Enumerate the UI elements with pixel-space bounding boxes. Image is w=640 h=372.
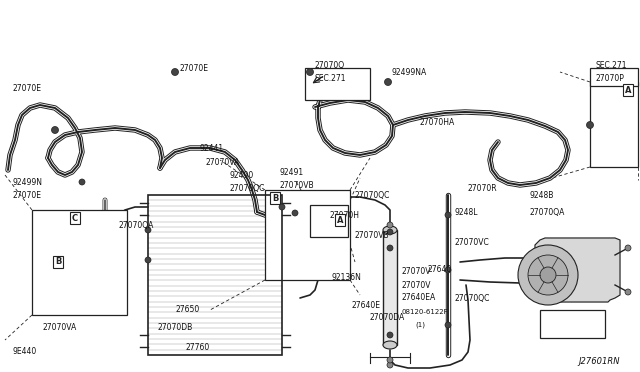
Text: 27070H: 27070H — [330, 211, 360, 219]
Text: 27640: 27640 — [428, 266, 452, 275]
Circle shape — [445, 212, 451, 218]
Circle shape — [625, 245, 631, 251]
Text: 27070VA: 27070VA — [205, 157, 240, 167]
Circle shape — [145, 227, 151, 233]
Circle shape — [387, 229, 393, 235]
Polygon shape — [530, 238, 620, 302]
Circle shape — [528, 255, 568, 295]
Text: 92499N: 92499N — [12, 177, 42, 186]
Circle shape — [51, 126, 58, 134]
Circle shape — [387, 222, 393, 228]
Circle shape — [586, 122, 593, 128]
Text: 92499NA: 92499NA — [392, 67, 428, 77]
Circle shape — [307, 68, 314, 76]
Text: 27070V: 27070V — [402, 267, 431, 276]
Text: 92490: 92490 — [230, 170, 254, 180]
Text: B: B — [55, 257, 61, 266]
Circle shape — [540, 267, 556, 283]
Bar — [383, 230, 397, 345]
Text: C: C — [72, 214, 78, 222]
Ellipse shape — [383, 226, 397, 234]
Text: 27070QC: 27070QC — [455, 294, 490, 302]
Text: 27070VB: 27070VB — [355, 231, 390, 240]
Text: 27070V: 27070V — [402, 280, 431, 289]
Text: 92136N: 92136N — [332, 273, 362, 282]
Text: 27640EA: 27640EA — [402, 294, 436, 302]
Circle shape — [279, 204, 285, 210]
Circle shape — [387, 357, 393, 363]
Text: 27070QA: 27070QA — [530, 208, 565, 217]
Circle shape — [79, 179, 85, 185]
Bar — [540, 310, 605, 338]
Text: SEC.274: SEC.274 — [548, 311, 580, 321]
Text: 27070VB: 27070VB — [280, 180, 315, 189]
Text: 9E440: 9E440 — [12, 347, 36, 356]
Ellipse shape — [383, 341, 397, 349]
Bar — [590, 82, 638, 167]
Text: (1): (1) — [415, 322, 425, 328]
Circle shape — [387, 362, 393, 368]
Text: 27070E: 27070E — [180, 64, 209, 73]
Text: A: A — [625, 86, 631, 94]
Text: 27070VC: 27070VC — [455, 237, 490, 247]
Text: 27070R: 27070R — [468, 183, 498, 192]
Bar — [305, 68, 370, 100]
Circle shape — [445, 267, 451, 273]
Text: 9248B: 9248B — [530, 190, 554, 199]
Text: SEC.271: SEC.271 — [315, 74, 346, 83]
Text: 27070QC: 27070QC — [355, 190, 390, 199]
Text: A: A — [337, 215, 343, 224]
Text: 92441: 92441 — [200, 144, 224, 153]
Circle shape — [145, 257, 151, 263]
Text: 27070Q: 27070Q — [315, 61, 345, 70]
Text: 27070QA: 27070QA — [118, 221, 154, 230]
Text: 92491: 92491 — [280, 167, 304, 176]
Bar — [590, 68, 638, 86]
Text: 27640E: 27640E — [352, 301, 381, 310]
Circle shape — [387, 332, 393, 338]
Text: 27070DB: 27070DB — [158, 324, 193, 333]
Text: B: B — [272, 193, 278, 202]
Text: 27070P: 27070P — [596, 74, 625, 83]
Text: 27070DA: 27070DA — [370, 314, 405, 323]
Bar — [148, 195, 282, 355]
Circle shape — [385, 78, 392, 86]
Text: J27601RN: J27601RN — [579, 357, 620, 366]
Text: 27070VA: 27070VA — [42, 324, 76, 333]
Circle shape — [387, 245, 393, 251]
Text: 27070HA: 27070HA — [420, 118, 455, 126]
Text: 27650: 27650 — [175, 305, 199, 314]
Circle shape — [292, 210, 298, 216]
Circle shape — [518, 245, 578, 305]
Bar — [32, 210, 127, 315]
Circle shape — [172, 68, 179, 76]
Bar — [265, 190, 350, 280]
Text: 27070E: 27070E — [12, 83, 41, 93]
Bar — [310, 205, 348, 237]
Text: (27630): (27630) — [548, 324, 579, 333]
Text: 27070QC: 27070QC — [230, 183, 266, 192]
Circle shape — [445, 322, 451, 328]
Circle shape — [625, 289, 631, 295]
Text: 27760: 27760 — [185, 343, 209, 353]
Text: 9248L: 9248L — [455, 208, 479, 217]
Text: 08120-6122F: 08120-6122F — [402, 309, 449, 315]
Text: SEC.271: SEC.271 — [596, 61, 627, 70]
Text: 27070E: 27070E — [12, 190, 41, 199]
